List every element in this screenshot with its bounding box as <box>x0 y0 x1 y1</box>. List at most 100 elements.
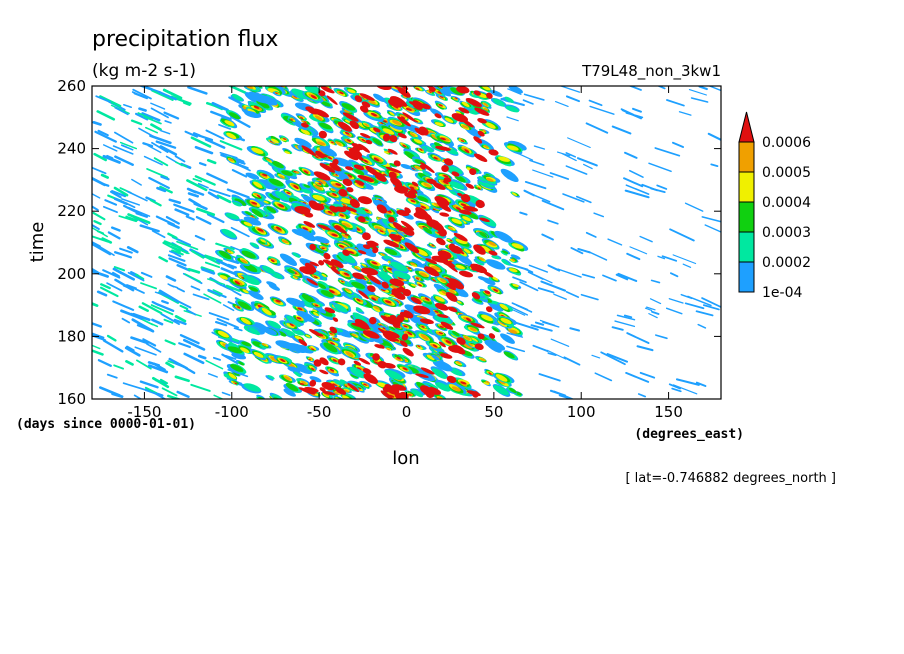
precip-cell <box>255 179 277 190</box>
precip-streak <box>193 190 205 196</box>
precip-streak <box>587 250 608 261</box>
precip-streak <box>159 185 173 194</box>
precip-streak <box>92 332 105 340</box>
precip-core <box>410 187 418 194</box>
precip-cell <box>392 240 400 245</box>
precip-cell <box>262 173 268 177</box>
precip-streak <box>178 342 191 349</box>
precip-core <box>439 212 450 217</box>
precip-streak <box>668 298 684 304</box>
precip-cell <box>234 198 247 206</box>
precip-streak <box>95 95 112 103</box>
precip-cell <box>251 208 264 218</box>
precip-streak <box>221 391 231 396</box>
precip-core <box>435 145 451 151</box>
precip-cell <box>382 128 395 135</box>
colorbar-segment <box>738 201 755 233</box>
precip-cell <box>405 108 412 111</box>
precip-cell <box>446 185 453 190</box>
precip-cell <box>408 394 412 396</box>
precip-streak <box>112 267 135 281</box>
precip-streak <box>197 182 209 189</box>
precip-core <box>354 318 370 330</box>
precip-cell <box>479 231 488 238</box>
precip-cell <box>428 91 432 93</box>
precip-cell <box>408 283 416 288</box>
precip-core <box>304 386 319 393</box>
precip-streak <box>192 178 202 183</box>
precip-core <box>443 260 458 273</box>
precip-streak <box>176 264 191 272</box>
precip-streak <box>167 254 186 262</box>
precip-core <box>321 381 336 391</box>
precip-streak <box>224 354 237 360</box>
precip-cell <box>310 95 317 99</box>
precip-cell <box>389 111 395 116</box>
precip-streak <box>92 226 108 238</box>
precip-streak <box>133 394 143 399</box>
precip-core <box>434 113 442 119</box>
precip-cell <box>292 252 301 258</box>
precip-streak <box>174 375 190 383</box>
precip-cell <box>266 206 277 213</box>
precip-streak <box>639 235 653 243</box>
precip-core <box>365 139 373 145</box>
precip-core <box>414 127 425 136</box>
colorbar-label: 0.0004 <box>762 195 811 211</box>
precip-streak <box>184 273 201 283</box>
precip-streak <box>92 349 104 356</box>
precip-cell <box>226 132 237 140</box>
precip-core <box>366 332 377 338</box>
precip-cell <box>444 117 454 123</box>
precip-cell <box>338 244 345 248</box>
precip-cell <box>350 374 359 378</box>
precip-cell <box>392 106 400 111</box>
precip-streak <box>125 215 139 222</box>
precip-streak <box>206 158 217 165</box>
precip-streak <box>565 291 580 298</box>
precip-cell <box>241 250 256 259</box>
precip-cell <box>321 273 327 278</box>
precip-cell <box>483 382 490 385</box>
precip-streak <box>593 212 605 218</box>
precip-cell <box>314 304 319 307</box>
precip-core <box>359 105 369 113</box>
precip-cell <box>382 173 387 176</box>
precip-cell <box>433 202 440 207</box>
precip-core <box>309 379 317 387</box>
precip-cell <box>333 337 339 340</box>
precip-streak <box>546 349 567 360</box>
precip-core <box>381 281 389 289</box>
precip-core <box>458 270 474 278</box>
precip-core <box>357 196 373 205</box>
precip-core <box>394 392 410 399</box>
precip-cell <box>409 186 415 189</box>
precip-cell <box>281 240 289 244</box>
precip-cell <box>439 89 452 97</box>
precip-cell <box>316 282 327 289</box>
precip-streak <box>669 228 695 242</box>
precip-cell <box>299 382 305 385</box>
colorbar-segment <box>738 261 755 293</box>
precip-cell <box>431 134 439 139</box>
precip-cell <box>275 226 282 231</box>
precip-streak <box>102 339 124 353</box>
precip-core <box>457 192 463 197</box>
precip-cell <box>303 302 316 308</box>
precip-cell <box>423 227 433 234</box>
precip-core <box>471 292 481 300</box>
precip-cell <box>481 100 492 107</box>
precip-cell <box>486 177 494 182</box>
precip-cell <box>435 296 445 302</box>
precip-streak <box>151 141 169 153</box>
precip-core <box>329 162 342 172</box>
precip-cell <box>460 203 467 207</box>
precip-cell <box>461 101 470 108</box>
precip-streak <box>208 312 230 321</box>
precip-cell <box>267 375 275 380</box>
precip-streak <box>124 346 141 357</box>
precip-streak <box>182 101 191 106</box>
precip-cell <box>463 248 471 254</box>
precip-streak <box>143 155 163 166</box>
precip-streak <box>114 155 134 166</box>
